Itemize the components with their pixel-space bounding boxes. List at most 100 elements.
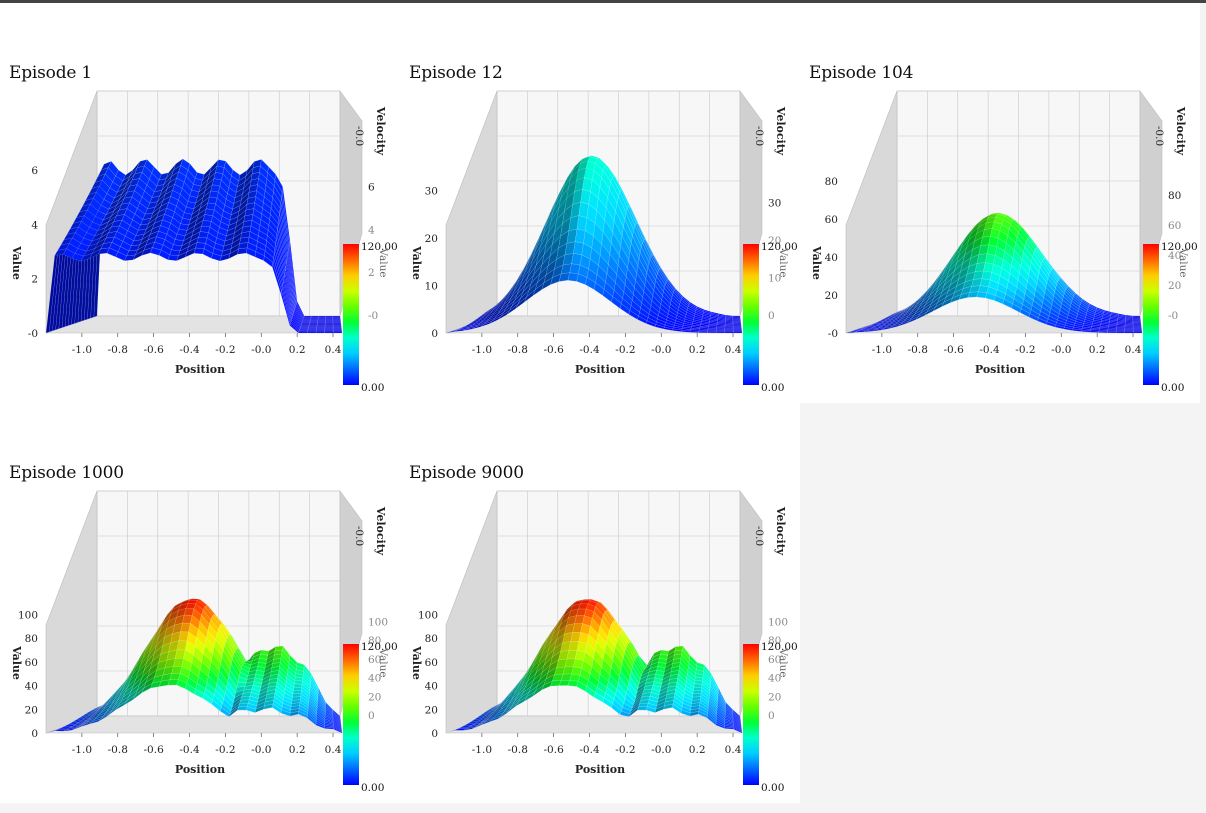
velocity-axis-label: Velocity [374, 506, 387, 556]
left-wall [445, 490, 498, 734]
x-tick-label: -0.0 [251, 344, 271, 356]
velocity-tick-label: -0.0 [753, 126, 765, 146]
surface-plot-svg: -1.0 -0.8 -0.6 -0.4 -0.2 -0.0 0.2 0.4Position01… [410, 90, 798, 394]
x-tick-label: 0.4 [325, 344, 342, 356]
x-tick-label: -1.0 [472, 344, 492, 356]
z-tick-label: 100 [418, 609, 438, 621]
x-tick-label: -0.6 [144, 344, 165, 356]
x-tick-label: 0.2 [689, 344, 706, 356]
z-tick-label-right: 60 [368, 654, 381, 666]
chart-title: Episode 1 [9, 63, 93, 83]
colorbar-value-label: Value [1177, 247, 1189, 277]
x-tick-label: -0.0 [651, 744, 671, 756]
colorbar-max-label: 120.00 [361, 241, 398, 253]
surface-cell [239, 699, 250, 704]
z-tick-label: 10 [425, 281, 438, 293]
x-tick-label: -0.8 [108, 744, 128, 756]
z-tick-label: 60 [25, 657, 38, 669]
z-tick-label-right: 6 [368, 181, 375, 193]
surface-cell [1133, 331, 1143, 334]
chart-title: Episode 9000 [409, 463, 524, 483]
x-tick-label: 0.4 [725, 344, 742, 356]
x-tick-label: 0.4 [325, 744, 342, 756]
z-tick-label-right: 80 [1168, 190, 1181, 202]
z-tick-label: -0 [28, 328, 38, 340]
z-tick-label: 0 [31, 728, 38, 740]
x-tick-label: -0.6 [944, 344, 965, 356]
surface-cell [692, 690, 702, 695]
z-axis-right: -0 2 4 6 [368, 181, 378, 322]
x-tick-label: -0.6 [144, 744, 165, 756]
colorbar: 120.00 0.00 Value [743, 241, 798, 394]
colorbar-gradient [1143, 244, 1159, 385]
z-tick-label-right: 30 [768, 198, 781, 210]
z-tick-label-right: 0 [368, 710, 375, 722]
velocity-axis-label: Velocity [774, 506, 787, 556]
surface-cell [1089, 330, 1100, 333]
z-axis-label: Value [810, 245, 823, 280]
colorbar-min-label: 0.00 [1161, 382, 1184, 394]
surface-cell [199, 225, 211, 233]
z-tick-label-right: 100 [368, 616, 388, 628]
z-tick-label: 80 [825, 176, 838, 188]
window-top-border [0, 0, 1206, 3]
colorbar-max-label: 120.00 [1161, 241, 1198, 253]
colorbar: 120.00 0.00 Value [743, 641, 798, 794]
x-axis: -1.0 -0.8 -0.6 -0.4 -0.2 -0.0 0.2 0.4 [472, 733, 742, 756]
surface-cell [1098, 331, 1108, 333]
chart-title: Episode 1000 [9, 463, 124, 483]
left-wall [845, 90, 898, 334]
surface-cell [1124, 331, 1134, 334]
z-tick-label: 20 [825, 290, 838, 302]
colorbar: 120.00 0.00 Value [1143, 241, 1198, 394]
z-axis-left: 0 10 20 30 [425, 186, 438, 341]
surface-cell [639, 699, 650, 704]
left-wall [45, 490, 98, 734]
surface-cell [689, 330, 700, 333]
z-axis-left: 0 20 40 60 80 100 [18, 609, 38, 740]
surface-cell [293, 683, 303, 688]
colorbar-min-label: 0.00 [761, 382, 784, 394]
z-tick-label: -0 [828, 328, 838, 340]
x-tick-label: 0.4 [1125, 344, 1142, 356]
z-tick-label: 40 [825, 252, 838, 264]
z-tick-label: 80 [25, 633, 38, 645]
surface-cell [693, 686, 702, 691]
x-tick-label: -0.2 [1015, 344, 1035, 356]
z-tick-label-right: 20 [1168, 280, 1181, 292]
surface-cell [638, 703, 649, 708]
surface-cell [724, 331, 734, 334]
x-axis-label: Position [575, 363, 625, 376]
surface-mesh [445, 155, 743, 334]
x-tick-label: -0.6 [544, 344, 565, 356]
z-axis-left: 0 20 40 60 80 100 [418, 609, 438, 740]
z-axis-label: Value [10, 245, 23, 280]
z-tick-label-right: 20 [368, 691, 381, 703]
surface-plot-svg: -1.0 -0.8 -0.6 -0.4 -0.2 -0.0 0.2 0.4 Position 0 2… [10, 490, 398, 794]
colorbar-gradient [743, 244, 759, 385]
z-tick-label: 0 [431, 728, 438, 740]
z-tick-label-right: -0 [1168, 310, 1178, 322]
left-wall [445, 90, 498, 334]
z-axis-left: -0 20 40 60 80 [825, 176, 838, 340]
surface-cell [706, 331, 717, 334]
z-axis-label: Value [10, 645, 23, 680]
surface-cell [733, 727, 743, 734]
window-right-edge [1200, 3, 1206, 403]
x-tick-label: -0.4 [979, 344, 1000, 356]
x-tick-label: 0.4 [725, 744, 742, 756]
x-tick-label: -0.8 [508, 744, 528, 756]
surface-cell [333, 331, 343, 334]
chart-panel-episode-1000: -1.0 -0.8 -0.6 -0.4 -0.2 -0.0 0.2 0.4 Position 0 2… [0, 403, 400, 803]
x-axis: -1.0 -0.8 -0.6 -0.4 -0.2 -0.0 0.2 0.4 [872, 333, 1142, 356]
x-tick-label: -0.4 [579, 744, 600, 756]
z-axis-right: 0 20 40 60 80 100 [368, 616, 388, 722]
z-tick-label: 40 [425, 681, 438, 693]
colorbar-min-label: 0.00 [361, 782, 384, 794]
z-tick-label: 40 [25, 681, 38, 693]
chart-title: Episode 12 [409, 63, 503, 83]
z-axis-left: -0 2 4 6 [28, 165, 39, 340]
chart-panel-episode-1: -1.0 -0.8 -0.6 -0.4 -0.2 -0.0 0.2 0.4 Position -0… [0, 3, 400, 403]
colorbar-max-label: 120.00 [761, 641, 798, 653]
colorbar-value-label: Value [377, 647, 389, 677]
